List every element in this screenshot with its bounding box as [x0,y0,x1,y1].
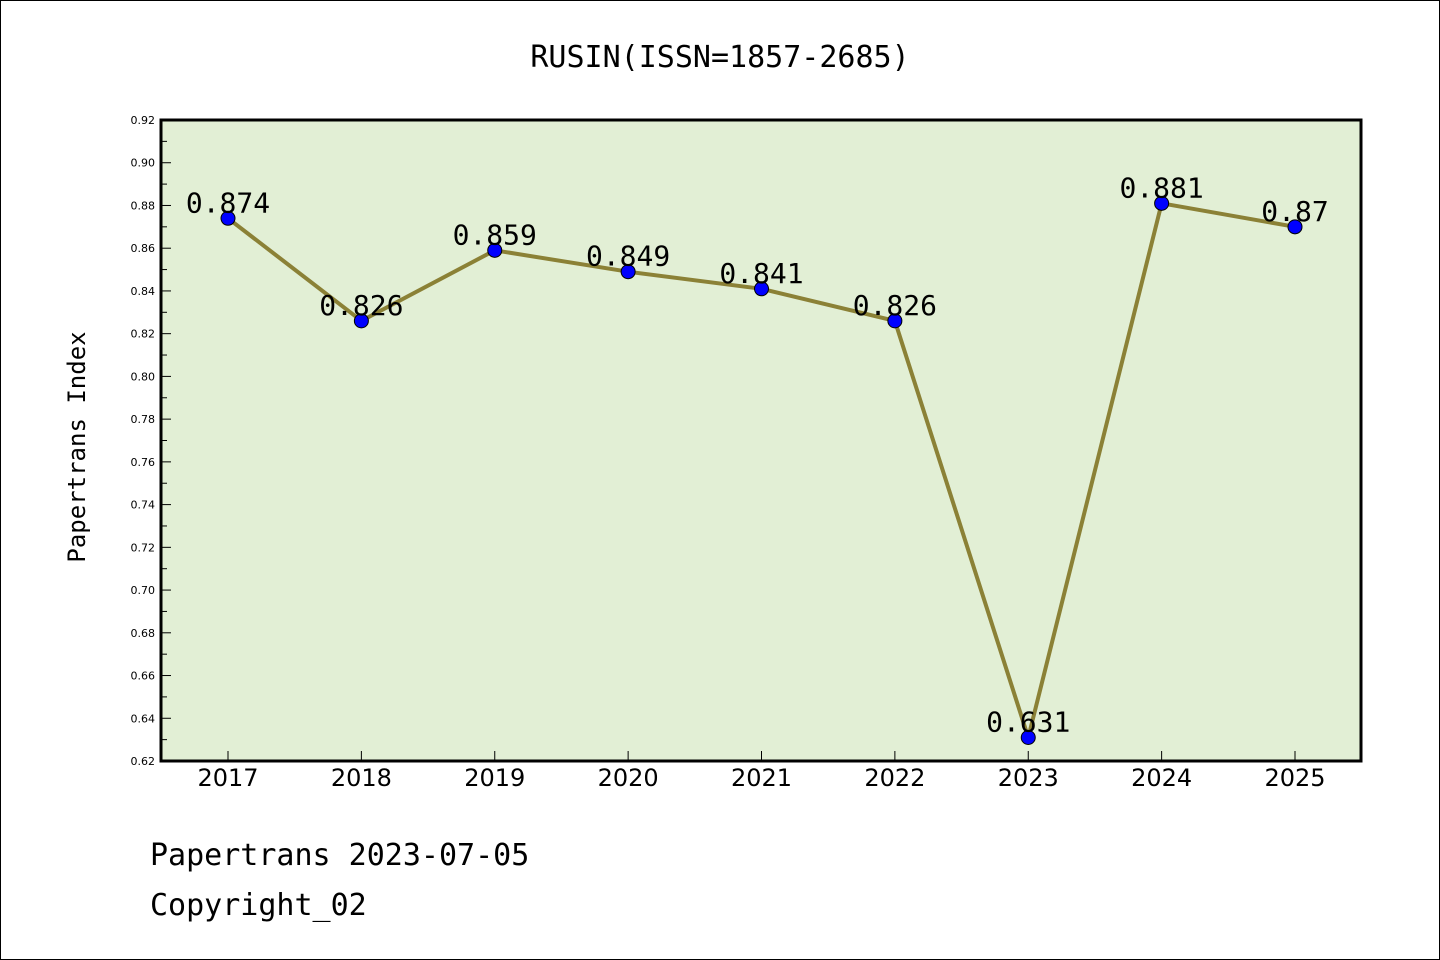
x-tick-label: 2019 [464,764,525,792]
data-point [353,313,369,329]
data-label: 0.881 [1119,171,1203,204]
data-labels-group: 0.874 0.826 0.859 0.849 0.841 0.826 0.631 0.881… [186,171,1329,738]
data-label: 0.874 [186,186,270,219]
chart-title: RUSIN(ISSN=1857-2685) [530,40,909,75]
footer-date-text: Papertrans 2023-07-05 [150,838,529,873]
y-tick-label: 0.68 [131,627,156,640]
data-label: 0.841 [719,257,803,290]
y-tick-label: 0.66 [131,670,156,683]
data-point [754,281,769,297]
data-point [487,242,503,258]
y-tick-label: 0.72 [131,541,156,554]
plot-area [159,118,1363,763]
data-label: 0.849 [586,240,670,273]
y-tick-label: 0.80 [131,370,156,383]
x-tick-label: 2020 [598,764,659,792]
data-label: 0.859 [453,218,537,251]
y-tick-label: 0.78 [131,413,156,426]
y-tick-label: 0.82 [131,328,156,341]
y-tick-label: 0.86 [131,242,156,255]
y-axis-ticks: 0.62 0.64 0.66 0.68 0.70 0.72 0.74 0.76 0.78 0.80… [131,114,171,768]
data-label: 0.826 [853,289,937,322]
y-tick-label: 0.88 [131,199,156,212]
data-point [620,264,636,280]
data-point [887,313,903,329]
data-point [220,210,236,226]
y-tick-label: 0.70 [131,584,156,597]
y-tick-label: 0.84 [131,285,156,298]
y-axis-label: Papertrans Index [63,331,91,562]
y-tick-label: 0.92 [131,114,156,127]
data-point [1287,219,1303,235]
data-label: 0.87 [1261,195,1328,228]
data-label: 0.826 [319,289,403,322]
x-tick-label: 2024 [1131,764,1192,792]
x-axis-ticks: 2017 2018 2019 2020 2021 2022 2023 2024 2025 [197,751,1326,792]
x-tick-label: 2021 [731,764,792,792]
y-tick-label: 0.74 [131,499,156,512]
y-tick-label: 0.76 [131,456,156,469]
x-tick-label: 2017 [197,764,258,792]
x-tick-label: 2018 [331,764,392,792]
x-tick-label: 2025 [1264,764,1325,792]
x-tick-label: 2023 [998,764,1059,792]
y-tick-label: 0.64 [131,712,156,725]
x-tick-label: 2022 [864,764,925,792]
y-tick-label: 0.62 [131,755,156,768]
footer-copyright-text: Copyright_02 [150,888,367,923]
data-label: 0.631 [986,705,1070,738]
data-points-group [220,195,1303,745]
y-tick-label: 0.90 [131,157,156,170]
data-point [1154,195,1170,211]
data-point [1020,729,1036,745]
